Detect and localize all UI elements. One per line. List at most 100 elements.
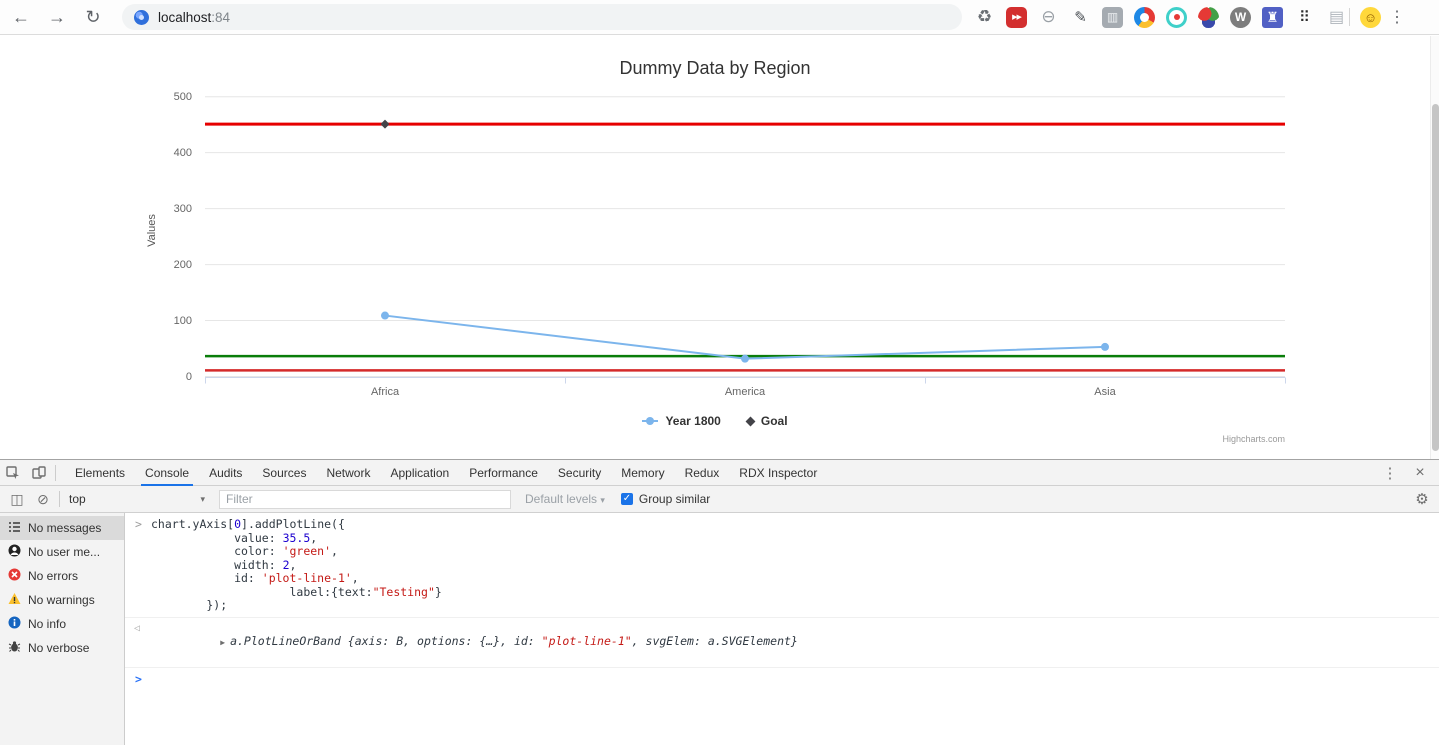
chart-legend: Year 1800 Goal [0, 414, 1430, 428]
devtools-close-icon[interactable]: × [1415, 463, 1425, 481]
y-tick-label: 200 [174, 259, 192, 271]
lighthouse-extension-icon[interactable]: ♜ [1262, 6, 1283, 28]
wappalyzer-extension-icon[interactable]: W [1230, 6, 1251, 28]
y-tick-label: 500 [174, 91, 192, 103]
page-content: Dummy Data by Region 0 100 200 300 400 500 Valu… [0, 36, 1430, 459]
paren-circle-extension-icon[interactable]: ⊖ [1041, 7, 1056, 26]
console-sidebar-toggle-icon[interactable]: ◫ [10, 490, 24, 507]
sidebar-filter-label: No warnings [28, 593, 95, 607]
user-icon [8, 544, 21, 560]
emoji-extension-icon[interactable]: ☺ [1360, 6, 1381, 28]
errors-icon [8, 568, 21, 584]
recycle-extension-icon[interactable]: ♻ [976, 7, 993, 26]
legend-item-year-1800[interactable]: Year 1800 [642, 414, 721, 428]
sidebar-filter-no-warnings[interactable]: No warnings [0, 588, 124, 612]
tab-elements[interactable]: Elements [75, 465, 126, 480]
sidebar-filter-label: No errors [28, 569, 79, 583]
command-line: value: 35.5, [151, 530, 318, 545]
toolbar-divider [1349, 8, 1350, 26]
url-port: :84 [211, 9, 231, 25]
tab-application[interactable]: Application [390, 465, 450, 480]
venn-extension-icon[interactable] [1198, 6, 1219, 28]
info-icon [8, 616, 21, 632]
console-sidebar: No messages No user me... No errors No warn… [0, 513, 125, 745]
divider [59, 491, 60, 507]
devtools-tabbar: Elements Console Audits Sources Network Appli… [0, 460, 1439, 486]
sidebar-filter-no-user-me-[interactable]: No user me... [0, 540, 124, 564]
data-point [381, 311, 389, 320]
legend-label: Goal [760, 414, 788, 428]
console-command[interactable]: chart.yAxis[0].addPlotLine({ value: 35.5… [125, 513, 1439, 618]
tab-network[interactable]: Network [326, 465, 371, 480]
group-similar-label: Group similar [638, 492, 711, 506]
tab-performance[interactable]: Performance [469, 465, 538, 480]
console-result[interactable]: ◁ ▶ a.PlotLineOrBand {axis: B, options: {…… [125, 618, 1439, 668]
scrollbar-thumb[interactable] [1432, 104, 1439, 451]
clear-console-icon[interactable]: ⊘ [37, 490, 49, 507]
command-line: label:{text:"Testing"} [151, 584, 442, 599]
devtools-panel: Elements Console Audits Sources Network Appli… [0, 459, 1439, 745]
clipboard-extension-icon[interactable]: ▤ [1328, 9, 1345, 26]
context-selector[interactable]: top ▾ [63, 488, 211, 510]
chevron-down-icon: ▾ [200, 493, 205, 504]
tab-rdx-inspector[interactable]: RDX Inspector [739, 465, 818, 480]
tab-console[interactable]: Console [135, 460, 199, 486]
sidebar-filter-label: No user me... [28, 545, 101, 559]
command-line: chart.yAxis[0].addPlotLine({ [125, 517, 1439, 532]
color-wheel-extension-icon[interactable] [1134, 6, 1155, 28]
legend-item-goal[interactable]: Goal [745, 414, 788, 428]
sidebar-filter-no-errors[interactable]: No errors [0, 564, 124, 588]
browser-menu-icon[interactable]: ⋮ [1389, 9, 1405, 26]
archive-box-extension-icon[interactable]: ▥ [1102, 6, 1123, 28]
extensions-row: ♻ ▶▶ ⊖ ✎ ▥ W ♜ ⠿ ▤ [974, 6, 1347, 28]
circle-marker-icon [642, 417, 659, 425]
sidebar-filter-label: No info [28, 617, 67, 631]
group-similar-checkbox[interactable]: ✓ [620, 493, 633, 505]
eyedropper-extension-icon[interactable]: ✎ [1074, 9, 1087, 26]
x-category-label: Africa [371, 386, 400, 398]
data-point-diamond [380, 119, 390, 129]
site-favicon-icon [134, 9, 149, 25]
y-tick-label: 300 [174, 203, 192, 215]
return-value-icon: ◁ [134, 622, 141, 634]
list-icon [8, 520, 21, 536]
qr-extension-icon[interactable]: ⠿ [1299, 9, 1310, 26]
sidebar-filter-no-verbose[interactable]: No verbose [0, 636, 124, 660]
devtools-more-icon[interactable]: ⋮ [1382, 464, 1398, 482]
default-levels-dropdown[interactable]: Default levels ▾ [525, 492, 605, 506]
refresh-icon[interactable]: ↻ [85, 6, 101, 27]
tab-security[interactable]: Security [557, 465, 602, 480]
console-messages[interactable]: chart.yAxis[0].addPlotLine({ value: 35.5… [125, 513, 1439, 745]
devtools-tabs: Elements Console Audits Sources Network Appli… [65, 460, 1377, 486]
page-scrollbar[interactable] [1430, 36, 1439, 459]
target-extension-icon[interactable] [1166, 6, 1187, 28]
inspect-element-icon[interactable] [0, 460, 26, 485]
command-line: id: 'plot-line-1', [151, 571, 359, 585]
sidebar-filter-no-messages[interactable]: No messages [0, 516, 124, 540]
highcharts-chart: Dummy Data by Region 0 100 200 300 400 500 Valu… [146, 58, 1286, 398]
series-line [384, 314, 1106, 360]
video-speed-extension-icon[interactable]: ▶▶ [1006, 6, 1027, 28]
settings-gear-icon[interactable]: ⚙ [1415, 491, 1429, 508]
forward-icon[interactable]: → [48, 6, 66, 27]
console-body: No messages No user me... No errors No warn… [0, 513, 1439, 745]
tab-redux[interactable]: Redux [684, 465, 720, 480]
back-icon[interactable]: ← [12, 6, 30, 27]
chevron-down-icon: ▾ [600, 495, 605, 505]
sidebar-filter-no-info[interactable]: No info [0, 612, 124, 636]
console-prompt-row[interactable]: > [125, 668, 1439, 687]
tab-sources[interactable]: Sources [262, 465, 307, 480]
x-category-label: America [725, 386, 766, 398]
address-bar[interactable]: localhost :84 [122, 4, 962, 30]
device-toolbar-icon[interactable] [26, 460, 52, 485]
highcharts-credit[interactable]: Highcharts.com [1222, 434, 1285, 444]
tab-audits[interactable]: Audits [209, 465, 243, 480]
filter-input[interactable] [219, 489, 511, 509]
legend-label: Year 1800 [665, 414, 721, 428]
y-axis-title: Values [146, 214, 158, 247]
url-host: localhost [158, 9, 212, 25]
expand-triangle-icon[interactable]: ▶ [220, 638, 226, 647]
tab-memory[interactable]: Memory [621, 465, 665, 480]
y-tick-label: 0 [186, 371, 192, 383]
y-tick-label: 400 [174, 147, 192, 159]
